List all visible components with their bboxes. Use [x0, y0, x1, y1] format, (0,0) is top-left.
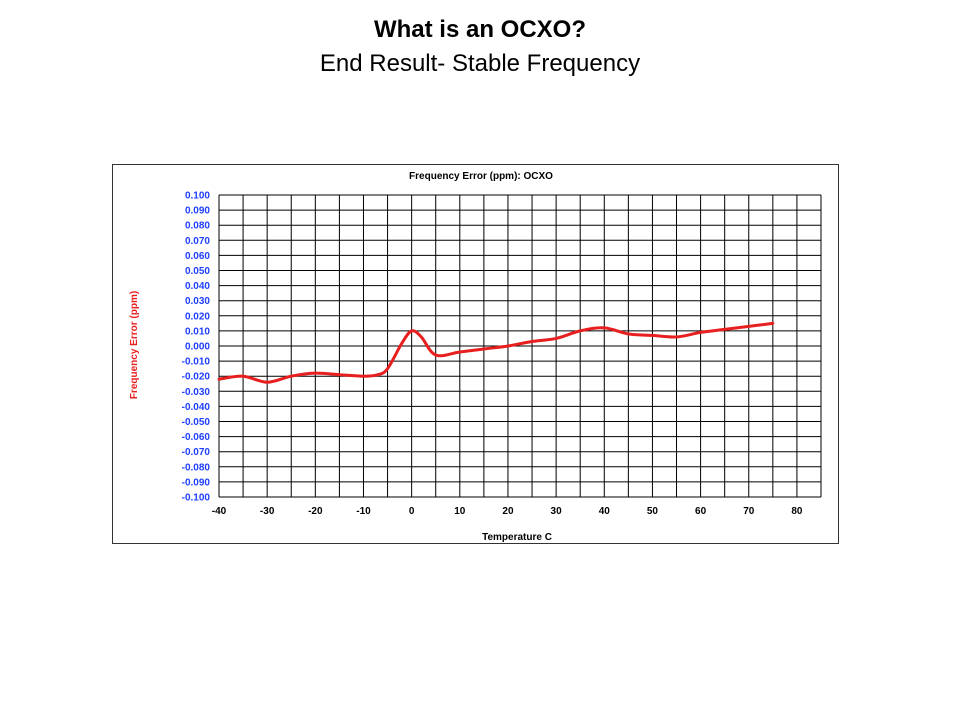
y-tick-label: -0.070: [182, 447, 211, 458]
y-axis-label: Frequency Error (ppm): [129, 291, 140, 399]
x-tick-label: 80: [791, 506, 803, 517]
frequency-error-chart: Frequency Error (ppm): OCXO 0.1000.0900.…: [129, 171, 822, 543]
y-tick-label: 0.020: [185, 311, 210, 322]
chart-frame: Frequency Error (ppm): OCXO 0.100 0.090 0.…: [112, 164, 839, 544]
y-tick-label: -0.060: [182, 432, 211, 443]
x-tick-label: 70: [743, 506, 755, 517]
series-line-frequency-error: [217, 321, 775, 384]
x-tick-label: 50: [647, 506, 659, 517]
y-tick-label: -0.010: [182, 357, 211, 368]
x-tick-label: -10: [356, 506, 371, 517]
y-tick-label: 0.070: [185, 236, 210, 247]
slide-subtitle: End Result- Stable Frequency: [319, 50, 641, 77]
x-tick-label: -20: [308, 506, 323, 517]
y-tick-label: 0.090: [185, 206, 210, 217]
y-tick-label: 0.100: [185, 191, 210, 202]
y-tick-label: -0.040: [182, 402, 211, 413]
y-tick-label: -0.090: [182, 477, 211, 488]
series-layer: [217, 321, 775, 384]
x-tick-label: -40: [212, 506, 227, 517]
x-tick-label: 60: [695, 506, 707, 517]
y-tick-label: -0.030: [182, 387, 211, 398]
y-tick-label: 0.000: [185, 342, 210, 353]
y-tick-label: 0.080: [185, 221, 210, 232]
y-tick-label: 0.030: [185, 296, 210, 307]
y-tick-label: -0.020: [182, 372, 211, 383]
x-axis-label: Temperature C: [482, 532, 552, 543]
x-tick-label: 40: [599, 506, 611, 517]
y-tick-label: 0.010: [185, 326, 210, 337]
slide-title: What is an OCXO?: [373, 16, 586, 43]
y-tick-label: -0.080: [182, 462, 211, 473]
x-tick-labels: -40 -30 -20 -10 0 10 20 30 40 50 60 70 80: [212, 506, 803, 517]
x-tick-label: 0: [409, 506, 415, 517]
chart-title: Frequency Error (ppm): OCXO: [409, 171, 553, 182]
y-tick-label: 0.050: [185, 266, 210, 277]
y-tick-label: -0.100: [182, 493, 211, 504]
x-tick-label: -30: [260, 506, 275, 517]
x-tick-label: 20: [502, 506, 514, 517]
x-tick-label: 10: [454, 506, 466, 517]
y-tick-label: -0.050: [182, 417, 211, 428]
x-tick-label: 30: [551, 506, 563, 517]
y-tick-label: 0.060: [185, 251, 210, 262]
y-tick-labels: 0.100 0.090 0.080 0.070 0.060 0.050 0.040 0.030…: [182, 191, 211, 504]
y-tick-label: 0.040: [185, 281, 210, 292]
grid: [218, 194, 822, 498]
